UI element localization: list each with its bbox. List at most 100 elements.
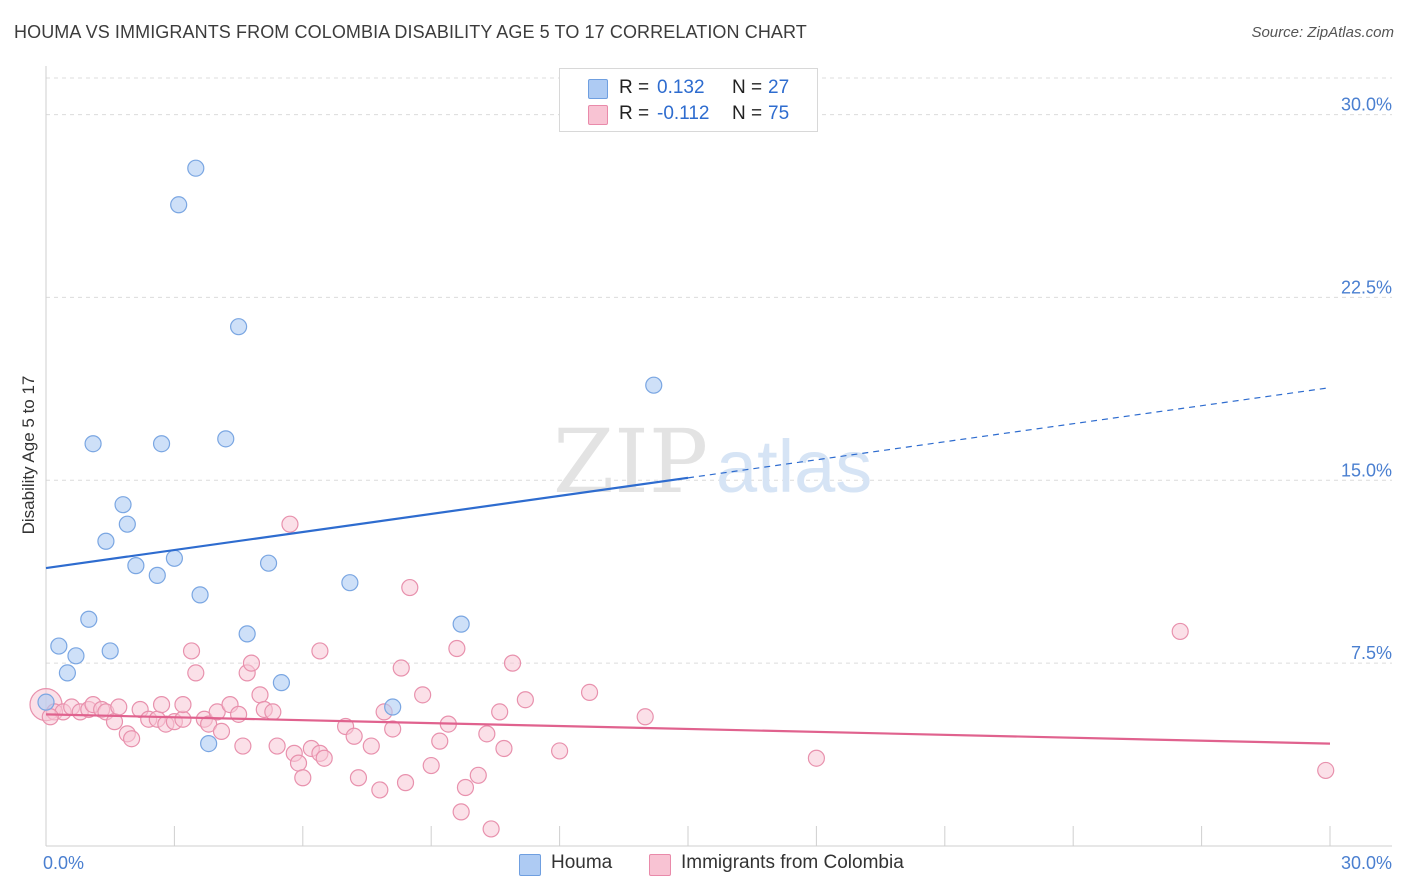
point-houma-4	[80, 610, 98, 628]
point-houma-24	[384, 698, 402, 716]
grid-lines	[46, 77, 1392, 664]
stats-legend: R = 0.132 N = 27 R = -0.112 N = 75	[559, 68, 818, 132]
legend-n-value-houma: 27	[768, 77, 790, 98]
legend-r-value-colombia: -0.112	[657, 103, 710, 124]
legend-swatch-houma	[588, 79, 608, 99]
point-houma-13	[165, 549, 183, 567]
watermark-atlas: atlas	[716, 425, 872, 508]
point-colombia-46	[349, 769, 368, 787]
point-houma-22	[272, 674, 290, 692]
point-colombia-34	[264, 703, 282, 721]
point-colombia-60	[456, 778, 475, 797]
point-colombia-37	[289, 754, 308, 772]
point-colombia-69	[580, 683, 599, 702]
point-houma-25	[452, 615, 470, 633]
point-colombia-74	[41, 708, 59, 726]
point-houma-17	[200, 734, 218, 753]
point-colombia-32	[251, 686, 269, 704]
series-legend: Houma Immigrants from Colombia	[0, 852, 1406, 878]
y-tick-label-1: 15.0%	[1341, 460, 1392, 480]
legend-r-label: R =	[619, 77, 650, 98]
point-colombia-35	[268, 737, 286, 755]
point-colombia-19	[174, 710, 192, 728]
x-tick-label-1: 30.0%	[1341, 853, 1392, 873]
point-houma-21	[259, 554, 278, 572]
series-houma-points	[37, 159, 663, 753]
point-colombia-47	[362, 737, 380, 755]
point-colombia-73	[1317, 761, 1335, 780]
legend-swatch-colombia	[588, 105, 608, 125]
point-houma-20	[238, 625, 256, 643]
point-houma-12	[152, 435, 171, 453]
legend-swatch-colombia	[649, 854, 671, 876]
point-colombia-41	[315, 749, 333, 767]
y-tick-label-2: 22.5%	[1341, 277, 1392, 297]
y-tick-label-3: 30.0%	[1341, 95, 1392, 115]
point-colombia-71	[807, 749, 826, 767]
point-houma-19	[230, 318, 248, 336]
point-colombia-10	[110, 698, 128, 716]
point-houma-14	[170, 196, 188, 214]
point-colombia-61	[469, 766, 487, 784]
point-colombia-38	[294, 769, 312, 787]
point-colombia-51	[392, 659, 410, 677]
legend-r-value-houma: 0.132	[657, 77, 705, 98]
trend-line-houma	[45, 476, 689, 570]
point-colombia-67	[516, 691, 534, 709]
legend-label-colombia: Immigrants from Colombia	[681, 852, 904, 873]
point-colombia-52	[396, 774, 415, 792]
point-colombia-16	[152, 695, 171, 714]
point-colombia-62	[478, 725, 496, 743]
point-colombia-43	[311, 642, 329, 660]
legend-label-houma: Houma	[551, 852, 613, 873]
point-colombia-66	[503, 654, 522, 672]
point-houma-26	[645, 376, 663, 394]
point-colombia-20	[174, 695, 192, 714]
point-colombia-50	[384, 720, 402, 738]
point-colombia-31	[242, 654, 261, 672]
point-houma-3	[67, 647, 85, 665]
point-colombia-70	[636, 708, 654, 726]
y-tick-label-0: 7.5%	[1351, 643, 1392, 663]
point-houma-8	[114, 496, 132, 514]
point-colombia-21	[182, 642, 201, 660]
point-colombia-45	[345, 727, 363, 745]
series-colombia-points	[29, 515, 1335, 838]
point-houma-1	[50, 637, 68, 655]
legend-r-label: R =	[619, 103, 650, 124]
trend-lines	[45, 387, 1331, 745]
legend-n-label: N =	[732, 77, 763, 98]
point-colombia-29	[234, 737, 252, 755]
point-houma-11	[148, 566, 166, 584]
point-houma-10	[127, 557, 145, 575]
tick-labels: 7.5% 15.0% 22.5% 30.0% 0.0% 30.0%	[43, 95, 1392, 873]
point-colombia-68	[550, 742, 569, 760]
legend-swatch-houma	[519, 854, 541, 876]
point-colombia-59	[452, 803, 470, 821]
x-tick-label-0: 0.0%	[43, 853, 84, 873]
point-houma-5	[84, 435, 102, 453]
watermark-zip: ZIP	[553, 410, 708, 513]
source-label: Source: ZipAtlas.com	[1251, 24, 1394, 41]
point-houma-9	[118, 515, 136, 533]
point-houma-0	[37, 693, 55, 711]
point-houma-6	[97, 532, 115, 550]
legend-n-value-colombia: 75	[768, 103, 790, 124]
point-colombia-65	[495, 739, 513, 758]
chart-title: HOUMA VS IMMIGRANTS FROM COLOMBIA DISABI…	[14, 22, 807, 42]
trend-line-colombia	[45, 713, 1331, 745]
point-colombia-22	[187, 664, 205, 682]
point-houma-2	[58, 664, 77, 682]
point-colombia-72	[1171, 622, 1189, 641]
point-houma-7	[101, 642, 119, 660]
point-houma-16	[191, 586, 209, 604]
point-colombia-42	[281, 515, 299, 533]
trend-line-houma-projection	[687, 387, 1331, 479]
point-colombia-56	[431, 732, 449, 750]
point-houma-18	[217, 430, 235, 448]
point-colombia-24	[200, 715, 218, 733]
point-colombia-63	[482, 820, 500, 838]
point-colombia-55	[422, 756, 440, 775]
point-colombia-12	[123, 730, 141, 748]
